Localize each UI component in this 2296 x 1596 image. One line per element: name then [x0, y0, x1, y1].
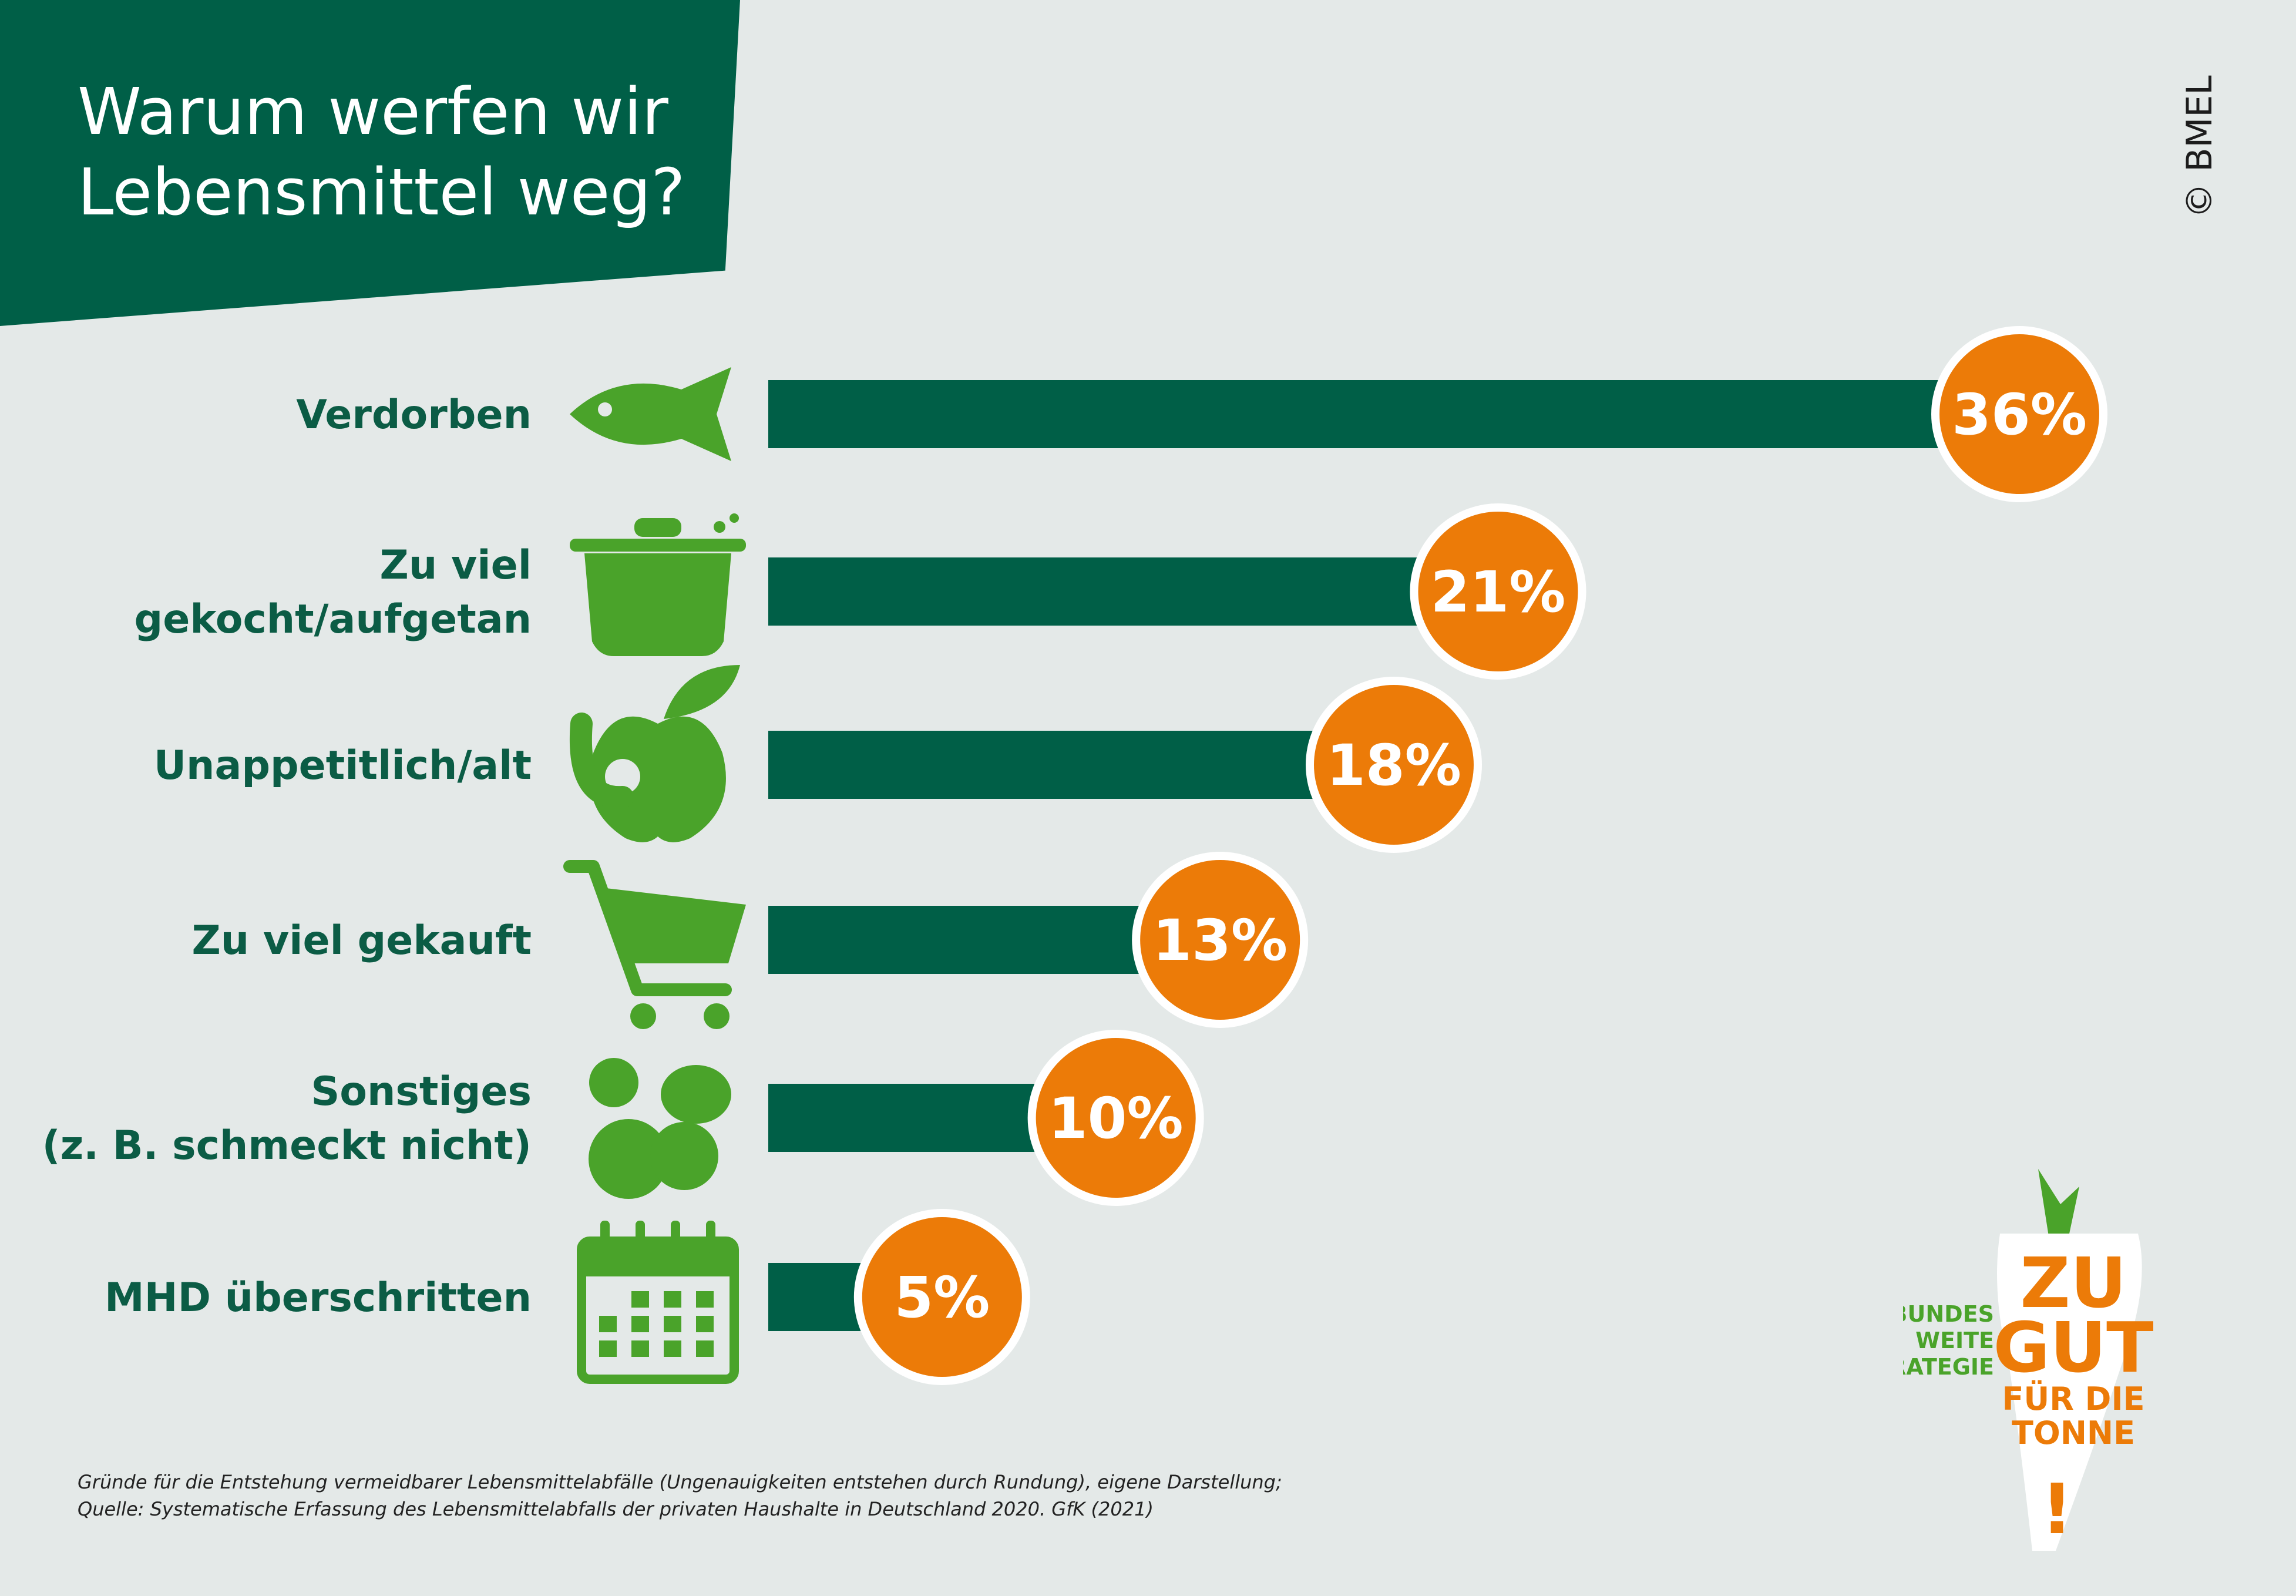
footnote: Gründe für die Entstehung vermeidbarer L… — [78, 1469, 1282, 1523]
apple-worm-icon — [569, 665, 740, 842]
bars — [768, 380, 2019, 1331]
logo-text-strategie: STRATEGIE — [1903, 1354, 1994, 1380]
cart-basket — [596, 887, 746, 963]
calendar-day — [631, 1340, 649, 1357]
calendar-ring — [671, 1221, 680, 1253]
value-badges: 36% 21% 18% 13% 10% 5% — [853, 326, 2107, 1385]
logo-text-bundes: BUNDES — [1903, 1301, 1994, 1327]
calendar-day — [631, 1291, 649, 1308]
blob — [589, 1058, 638, 1107]
carrot-body — [1997, 1234, 2142, 1551]
logo-text-weite: WEITE — [1915, 1328, 1994, 1353]
category-label: Verdorben — [296, 392, 532, 438]
value-label: 21% — [1431, 559, 1566, 625]
calendar-day — [664, 1340, 681, 1357]
logo-text-gut: GUT — [1993, 1307, 2153, 1388]
fish-icon — [570, 367, 731, 461]
logo-text-zu: ZU — [2020, 1242, 2126, 1323]
worm — [569, 713, 634, 809]
value-badge — [1140, 860, 1300, 1020]
calendar-icon — [577, 1221, 739, 1384]
zu-gut-fuer-die-tonne-logo: BUNDES WEITE STRATEGIE ZU GUT FÜR DIE TO… — [1903, 1169, 2154, 1551]
calendar-ring — [600, 1221, 610, 1253]
value-badge — [1314, 685, 1474, 845]
cart-wheel — [704, 1003, 730, 1029]
category-label: MHD überschritten — [105, 1275, 532, 1321]
value-badge — [1939, 334, 2099, 494]
logo-text-fuer-die: FÜR DIE — [2002, 1380, 2145, 1417]
calendar-day — [696, 1291, 714, 1308]
value-badge — [1418, 512, 1578, 671]
calendar-day — [599, 1316, 617, 1332]
calendar-ring — [706, 1221, 715, 1253]
blob — [589, 1119, 668, 1199]
category-label: Zu viel — [380, 542, 532, 589]
steam-dot — [714, 521, 725, 533]
title-line-1: Warum werfen wir — [78, 74, 668, 149]
calendar-day — [664, 1316, 681, 1332]
title-banner — [0, 0, 740, 326]
steam-dot — [730, 513, 739, 523]
category-label: gekocht/aufgetan — [135, 596, 532, 643]
page-title: Warum werfen wir Lebensmittel weg? — [78, 72, 694, 233]
footnote-line-2: Quelle: Systematische Erfassung des Lebe… — [78, 1498, 1154, 1520]
category-icons — [563, 367, 746, 1384]
value-label: 13% — [1152, 908, 1287, 973]
worm-hole — [605, 759, 640, 794]
fish-body — [570, 367, 731, 461]
value-badge — [862, 1217, 1022, 1377]
carrot-leaves-icon — [2038, 1169, 2079, 1237]
value-label: 5% — [894, 1265, 990, 1330]
calendar-ring — [636, 1221, 645, 1253]
category-label: Sonstiges — [311, 1069, 532, 1115]
category-label: Zu viel gekauft — [191, 918, 532, 964]
apple-body — [590, 716, 726, 842]
category-labels: Verdorben Zu viel gekocht/aufgetan Unappeti… — [42, 392, 532, 1321]
value-label: 10% — [1048, 1086, 1184, 1151]
category-label: Unappetitlich/alt — [154, 742, 532, 789]
footnote-line-1: Gründe für die Entstehung vermeidbarer L… — [78, 1471, 1282, 1493]
calendar-day — [631, 1316, 649, 1332]
calendar-day — [599, 1340, 617, 1357]
blob — [661, 1065, 731, 1124]
title-line-2: Lebensmittel weg? — [78, 154, 685, 230]
apple-leaf — [664, 665, 740, 719]
bar — [768, 731, 1394, 799]
shopping-cart-icon — [563, 860, 746, 1029]
cooking-pot-icon — [570, 513, 746, 656]
cart-wheel — [630, 1003, 656, 1029]
bar — [768, 380, 2019, 448]
category-label: (z. B. schmeckt nicht) — [42, 1123, 532, 1169]
logo-text-exclamation: ! — [2041, 1469, 2073, 1550]
value-badge — [1036, 1038, 1196, 1198]
food-blobs-icon — [589, 1058, 731, 1199]
pot-lid — [570, 539, 746, 552]
value-label: 36% — [1952, 382, 2087, 448]
fish-eye — [598, 402, 612, 416]
calendar-day — [696, 1316, 714, 1332]
pot-handle — [634, 518, 681, 537]
bar — [768, 557, 1498, 626]
value-label: 18% — [1326, 733, 1461, 798]
calendar-day — [696, 1340, 714, 1357]
logo-text-tonne: TONNE — [2012, 1414, 2135, 1451]
blob — [650, 1122, 718, 1190]
calendar-day — [664, 1291, 681, 1308]
pot-body — [584, 553, 731, 656]
